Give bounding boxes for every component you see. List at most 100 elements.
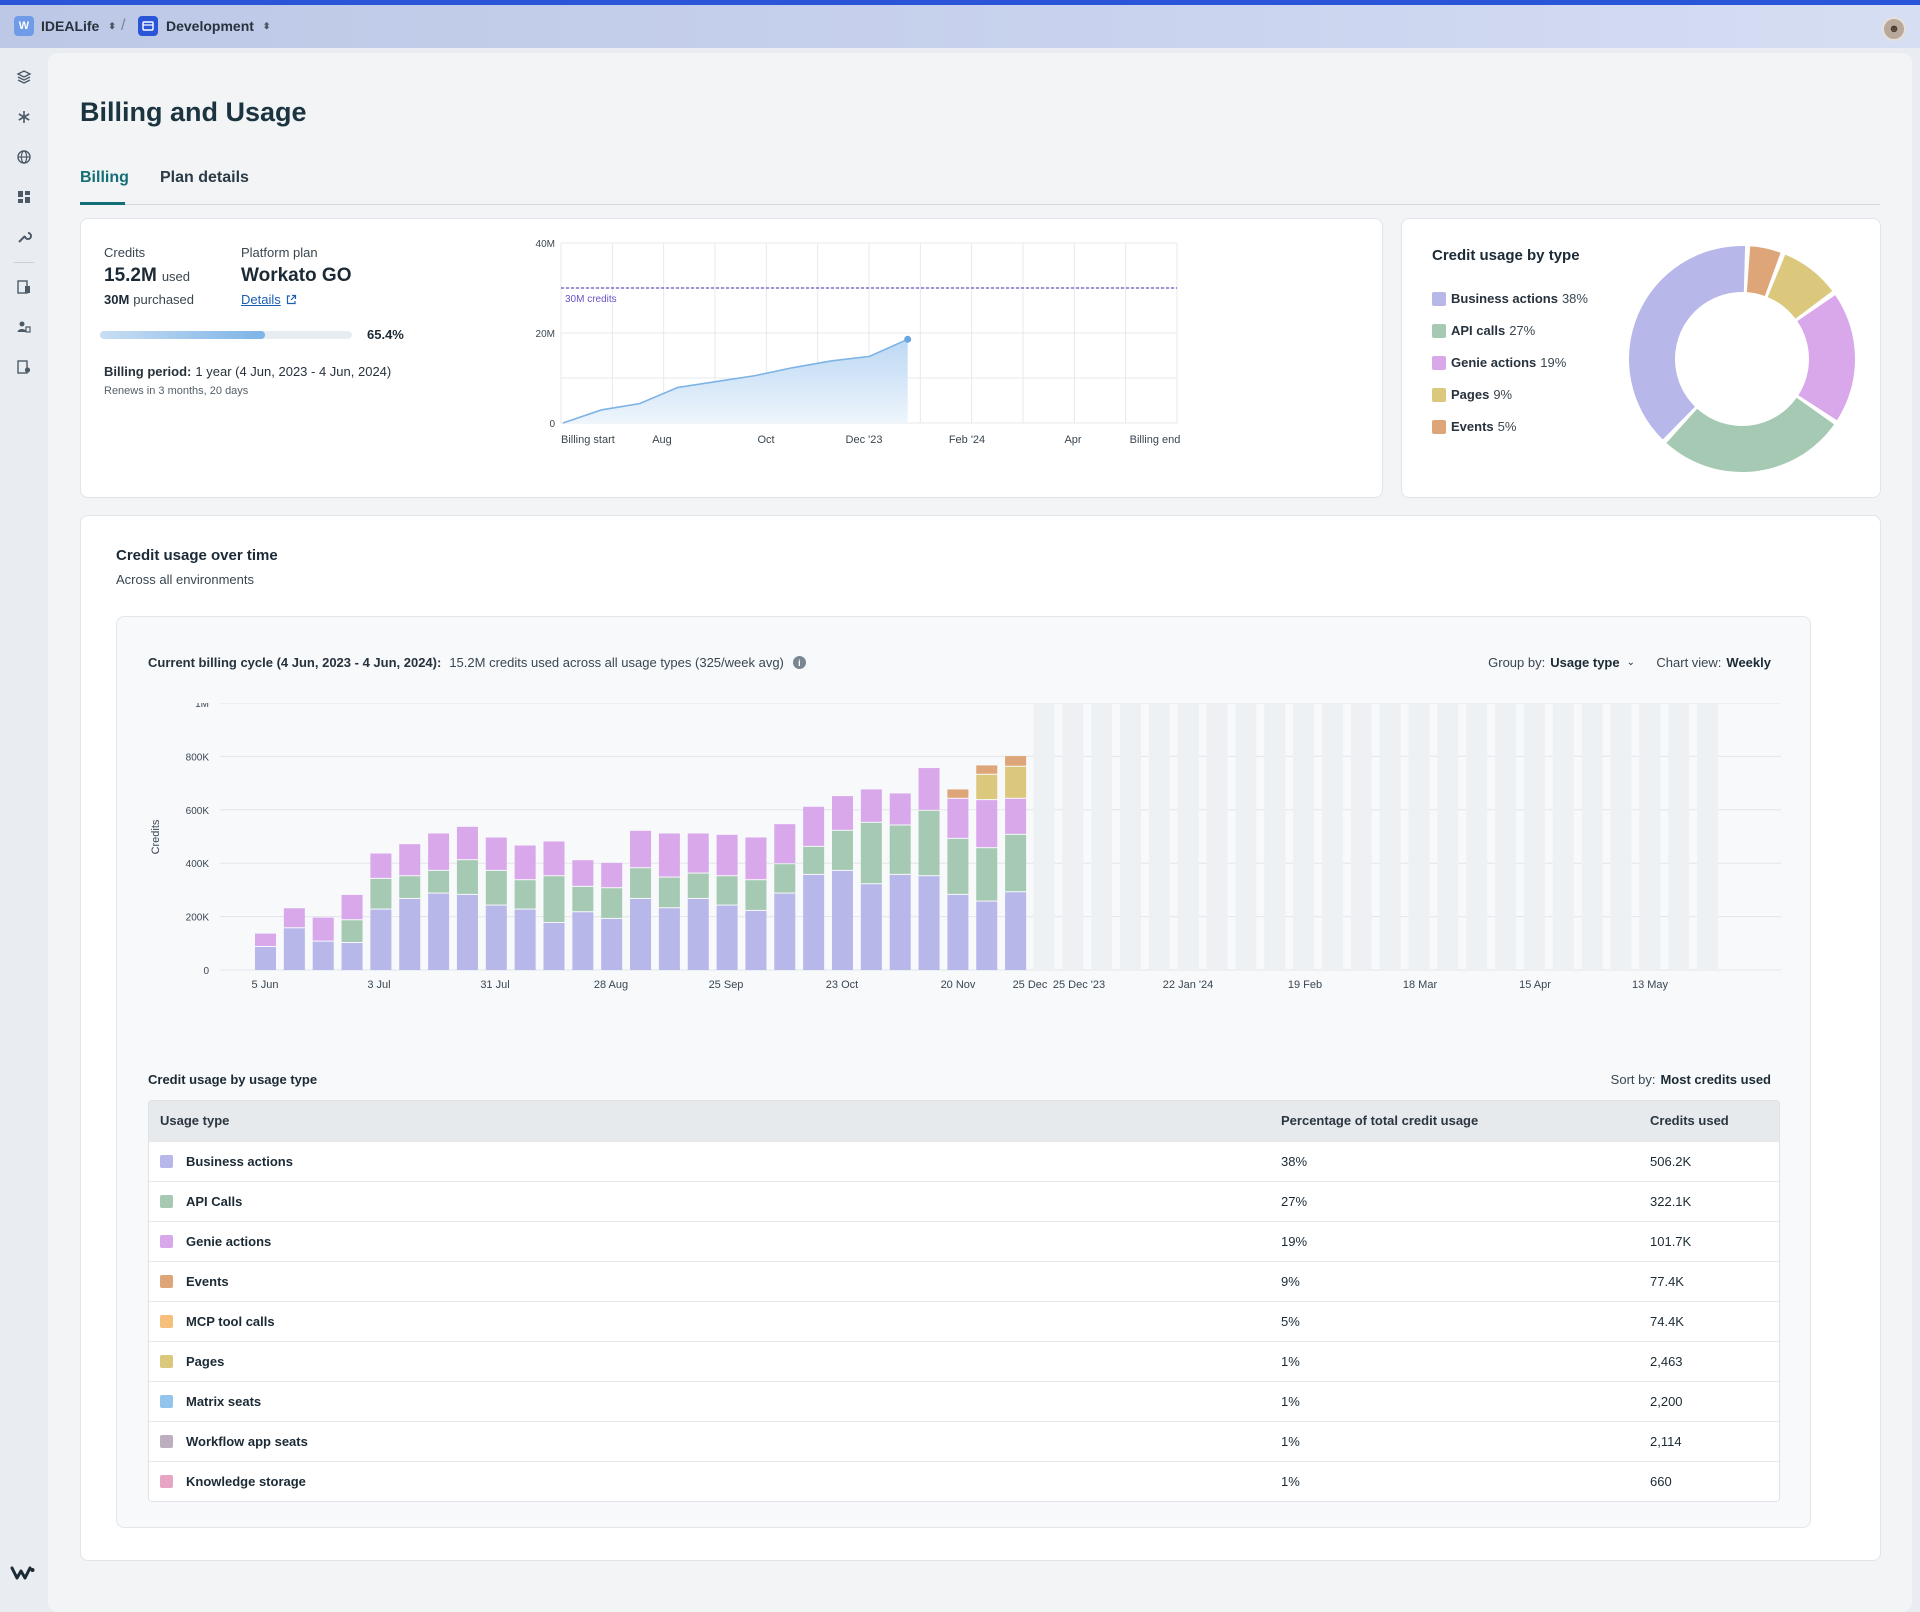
x-tick-label: Apr	[1064, 434, 1081, 446]
x-tick-label: Feb '24	[949, 434, 985, 446]
usage-type-swatch	[160, 1275, 173, 1288]
credits-progress-bar	[100, 331, 352, 339]
usage-over-time-title: Credit usage over time	[116, 547, 278, 564]
donut-legend-item: Business actions 38%	[1432, 291, 1588, 306]
x-tick-label: 25 Sep	[709, 979, 744, 991]
usage-type-credits: 2,463	[1650, 1354, 1683, 1369]
bar-segment	[399, 876, 421, 898]
bar-segment	[572, 912, 594, 970]
details-link[interactable]: Details	[241, 292, 297, 307]
legend-label: Pages	[1451, 387, 1490, 402]
bar-segment	[630, 868, 652, 898]
legend-percent: 38%	[1561, 291, 1588, 306]
future-week-placeholder	[1062, 703, 1084, 970]
future-week-placeholder	[1495, 703, 1517, 970]
bar-segment	[601, 918, 623, 970]
sidebar-divider	[14, 262, 34, 263]
asterisk-icon[interactable]	[14, 107, 34, 127]
usage-type-name: Knowledge storage	[186, 1474, 306, 1489]
bar-segment	[832, 796, 853, 830]
future-week-placeholder	[1639, 703, 1661, 970]
legend-label: Events	[1451, 419, 1494, 434]
x-tick-label: 3 Jul	[367, 979, 390, 991]
globe-icon[interactable]	[14, 147, 34, 167]
usage-type-name: Pages	[186, 1354, 225, 1369]
donut-legend-item: Events 5%	[1432, 419, 1516, 434]
table-row: Genie actions 19% 101.7K	[149, 1221, 1779, 1261]
x-tick-label: 22 Jan '24	[1163, 979, 1213, 991]
y-tick-label: 0	[549, 419, 555, 430]
legend-label: Business actions	[1451, 291, 1558, 306]
usage-type-credits: 101.7K	[1650, 1234, 1692, 1249]
bar-segment	[803, 874, 825, 970]
x-tick-label: Billing end	[1130, 434, 1181, 446]
user-avatar[interactable]: ☻	[1882, 17, 1906, 41]
workato-logo-icon[interactable]	[10, 1563, 36, 1583]
workspace-switcher[interactable]: W IDEALife ⬍	[14, 16, 116, 36]
environment-switcher[interactable]: Development ⬍	[138, 16, 270, 36]
future-week-placeholder	[1148, 703, 1170, 970]
billing-period-value: 1 year (4 Jun, 2023 - 4 Jun, 2024)	[195, 364, 392, 379]
layers-icon[interactable]	[14, 67, 34, 87]
wrench-icon[interactable]	[14, 227, 34, 247]
bar-segment	[341, 920, 363, 942]
bar-segment	[341, 894, 363, 920]
bar-segment	[1005, 798, 1027, 834]
billing-icon[interactable]	[14, 277, 34, 297]
legend-percent: 27%	[1509, 323, 1536, 338]
data-settings-icon[interactable]	[14, 357, 34, 377]
table-row: MCP tool calls 5% 74.4K	[149, 1301, 1779, 1341]
table-row: API Calls 27% 322.1K	[149, 1181, 1779, 1221]
bar-segment	[312, 941, 334, 970]
tab-plan-details[interactable]: Plan details	[160, 169, 249, 186]
bar-segment	[630, 898, 652, 970]
bar-segment	[774, 893, 796, 970]
sort-by-dropdown[interactable]: Sort by: Most credits used	[1611, 1072, 1771, 1087]
usage-type-swatch	[160, 1235, 173, 1248]
future-week-placeholder	[1379, 703, 1401, 970]
bar-segment	[947, 894, 969, 970]
bar-segment	[889, 825, 911, 874]
bar-segment	[918, 876, 940, 970]
bar-segment	[1005, 766, 1027, 798]
future-week-placeholder	[1293, 703, 1315, 970]
credits-progress-percent: 65.4%	[367, 327, 404, 342]
users-icon[interactable]	[14, 317, 34, 337]
chart-view-dropdown[interactable]: Chart view: Weekly	[1656, 655, 1771, 670]
donut-slice	[1797, 295, 1855, 421]
usage-type-name: Genie actions	[186, 1234, 272, 1249]
future-week-placeholder	[1120, 703, 1141, 970]
table-body: Business actions 38% 506.2K API Calls 27% 322…	[149, 1141, 1779, 1501]
credits-purchased-suffix: purchased	[133, 292, 195, 307]
donut-legend-item: API calls 27%	[1432, 323, 1535, 338]
future-week-placeholder	[1033, 703, 1055, 970]
usage-type-credits: 660	[1650, 1474, 1672, 1489]
bar-segment	[976, 774, 998, 800]
renews-text: Renews in 3 months, 20 days	[104, 385, 249, 397]
bar-segment	[312, 917, 334, 941]
sort-by-label: Sort by:	[1610, 1072, 1656, 1087]
bar-segment	[370, 853, 392, 878]
future-week-placeholder	[1321, 703, 1343, 970]
future-week-placeholder	[1668, 703, 1690, 970]
legend-percent: 5%	[1497, 419, 1517, 434]
x-tick-label: 13 May	[1632, 979, 1669, 991]
bar-segment	[543, 841, 565, 876]
bar-segment	[716, 834, 738, 876]
bar-segment	[687, 898, 709, 970]
bar-segment	[687, 873, 709, 898]
y-tick-label: 40M	[536, 239, 555, 250]
legend-swatch	[1432, 291, 1446, 306]
chart-view-value: Weekly	[1726, 655, 1771, 670]
dashboard-icon[interactable]	[14, 187, 34, 207]
usage-type-percent: 19%	[1281, 1234, 1308, 1249]
info-icon[interactable]: i	[792, 656, 806, 669]
donut-legend-item: Genie actions 19%	[1432, 355, 1566, 370]
legend-swatch	[1432, 323, 1446, 338]
group-by-dropdown[interactable]: Group by: Usage type ⌄	[1488, 655, 1635, 670]
usage-type-percent: 1%	[1281, 1434, 1300, 1449]
y-tick-label: 1M	[195, 703, 209, 710]
future-week-placeholder	[1697, 703, 1718, 970]
bar-segment	[485, 837, 507, 870]
tab-billing[interactable]: Billing	[80, 163, 129, 205]
